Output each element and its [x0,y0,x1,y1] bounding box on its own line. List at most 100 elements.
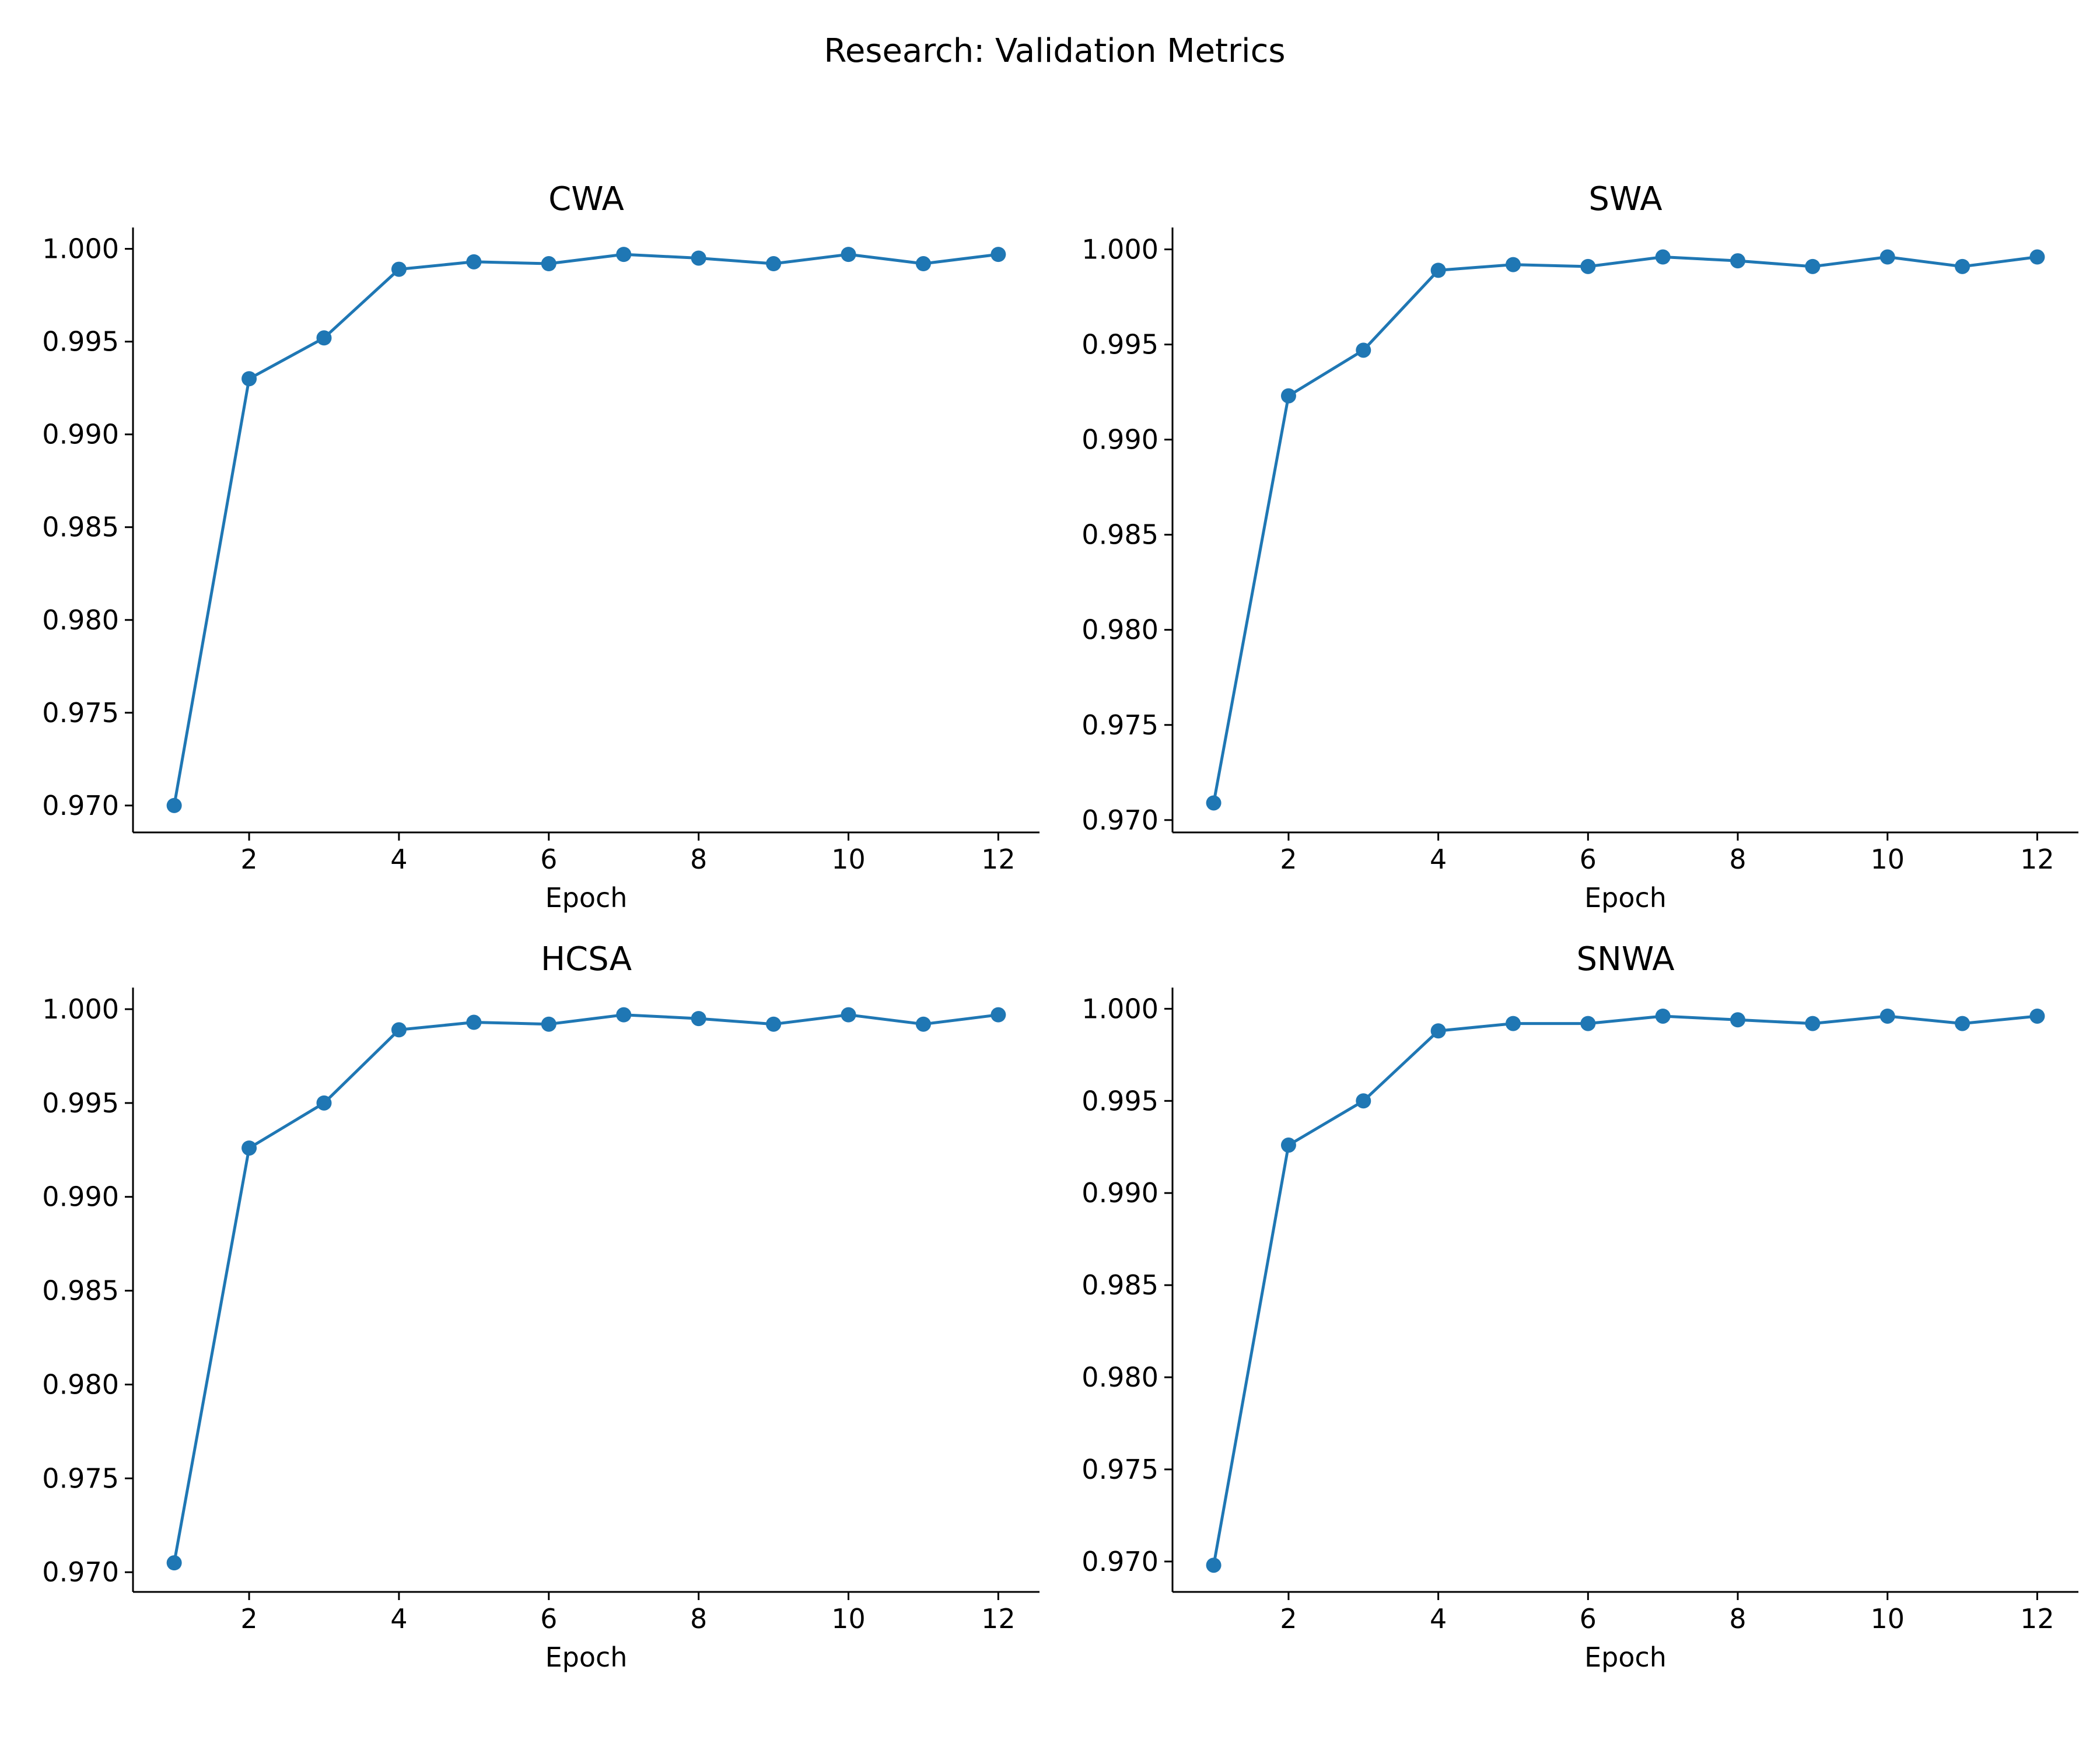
y-tick-label: 0.970 [42,790,119,821]
subplot-swa: SWA 2 4 6 8 10 12 0.970 0.975 0.980 0.985 0.990 0.99… [1082,180,2078,914]
subplot-grid: CWA 2 4 6 8 10 12 0.970 0.975 0.980 0.985 0.990 0.99… [42,180,2078,1673]
y-tick-label: 0.975 [42,697,119,729]
data-point [616,1007,632,1023]
x-tick-label: 12 [981,844,1016,875]
data-point [1280,388,1296,404]
data-point [766,256,782,272]
subplot-title: SNWA [1576,940,1674,978]
x-tick-label: 8 [690,1603,707,1634]
y-tick-label: 0.985 [42,1275,119,1307]
subplot-snwa: SNWA 2 4 6 8 10 12 0.970 0.975 0.980 0.985 0.990 0.9… [1082,940,2078,1673]
y-tick-label: 0.980 [42,604,119,636]
x-tick-label: 6 [1580,844,1597,875]
x-axis-label: Epoch [545,1642,628,1673]
data-point [1430,262,1446,278]
y-tick-label: 0.985 [42,512,119,543]
x-tick-label: 6 [1580,1603,1597,1634]
data-point [991,1007,1006,1023]
x-tick-label: 2 [1280,1603,1297,1634]
data-point [1356,1093,1371,1109]
data-point [391,1022,407,1038]
data-point [991,247,1006,262]
x-tick-label: 12 [2020,844,2054,875]
figure-title: Research: Validation Metrics [824,32,1285,70]
y-tick-label: 0.970 [1082,804,1158,836]
x-tick-label: 2 [1280,844,1297,875]
data-point [915,1016,931,1032]
x-tick-label: 4 [1430,1603,1447,1634]
x-tick-label: 4 [390,1603,407,1634]
data-point [166,797,182,813]
data-point [1580,258,1596,274]
data-point [1580,1016,1596,1031]
data-point [242,371,257,387]
x-tick-label: 8 [1729,844,1746,875]
x-tick-label: 6 [540,844,557,875]
data-point [616,247,632,262]
data-point [1955,258,1971,274]
y-tick-label: 0.980 [1082,614,1158,646]
subplot-cwa: CWA 2 4 6 8 10 12 0.970 0.975 0.980 0.985 0.990 0.99… [42,180,1040,914]
subplot-hcsa: HCSA 2 4 6 8 10 12 0.970 0.975 0.980 0.985 0.990 0.9… [42,940,1040,1673]
y-tick-label: 0.990 [42,1181,119,1213]
data-point [316,330,332,346]
data-point [1655,249,1671,265]
subplot-title: CWA [548,180,624,218]
y-tick-label: 0.995 [1082,329,1158,360]
data-point [242,1140,257,1156]
x-tick-label: 12 [2020,1603,2054,1634]
x-tick-label: 10 [1870,844,1905,875]
data-point [541,1016,556,1032]
data-point [316,1095,332,1111]
data-point [915,256,931,272]
x-tick-label: 10 [831,844,866,875]
y-tick-label: 0.980 [1082,1362,1158,1393]
subplot-title: HCSA [541,940,632,978]
y-tick-label: 0.985 [1082,519,1158,551]
data-point [1805,1016,1821,1031]
data-point [2029,1008,2045,1024]
series-line [173,253,1000,807]
data-point [1805,258,1821,274]
data-point [1955,1016,1971,1031]
x-tick-label: 8 [690,844,707,875]
x-axis-label: Epoch [1584,882,1667,914]
data-point [766,1016,782,1032]
data-point [1430,1023,1446,1039]
data-point [2029,249,2045,265]
data-point [541,256,556,272]
data-point [1655,1008,1671,1024]
data-point [1206,795,1222,811]
data-point [1206,1558,1222,1573]
data-point [1880,249,1895,265]
data-point [691,1011,706,1027]
data-point [466,254,482,270]
data-point [841,1007,856,1023]
data-point [1505,1016,1521,1031]
data-point [1880,1008,1895,1024]
data-point [391,261,407,277]
series-line [1212,256,2039,804]
y-tick-label: 0.975 [1082,709,1158,741]
x-tick-label: 10 [831,1603,866,1634]
x-tick-label: 4 [1430,844,1447,875]
data-point [1505,257,1521,272]
data-point [1280,1138,1296,1153]
x-tick-label: 4 [390,844,407,875]
y-tick-label: 0.990 [1082,1177,1158,1209]
data-point [841,247,856,262]
data-point [691,250,706,266]
y-tick-label: 0.980 [42,1368,119,1400]
y-tick-label: 0.990 [42,419,119,450]
x-axis-label: Epoch [545,882,628,914]
y-tick-label: 0.970 [1082,1546,1158,1577]
y-tick-label: 0.975 [42,1462,119,1494]
subplot-title: SWA [1588,180,1662,218]
x-tick-label: 2 [240,1603,257,1634]
y-tick-label: 1.000 [1082,234,1158,265]
series-line [1212,1014,2039,1567]
x-tick-label: 8 [1729,1603,1746,1634]
data-point [1730,1012,1746,1028]
y-tick-label: 1.000 [42,233,119,265]
